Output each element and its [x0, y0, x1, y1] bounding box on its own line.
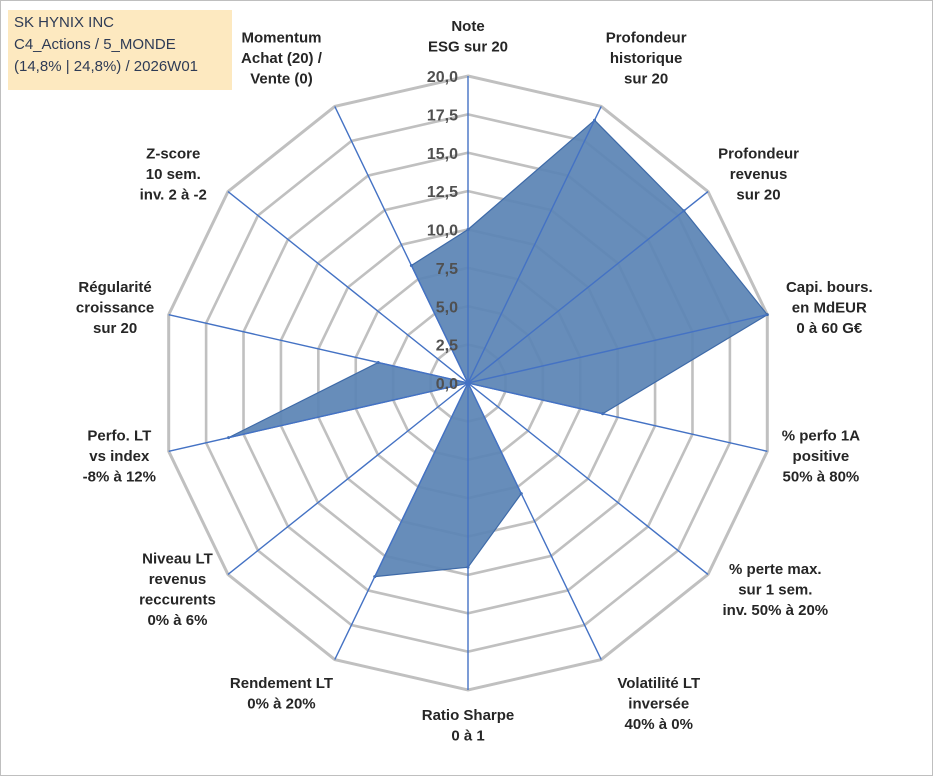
axis-label: Profondeur historique sur 20: [606, 29, 687, 87]
radar-series: [227, 118, 769, 579]
radar-axis-labels: Note ESG sur 20 Profondeur historique sur 20…: [76, 18, 873, 745]
tick-label: 7,5: [436, 261, 458, 278]
tick-label: 20,0: [427, 69, 458, 86]
stats-label: (14,8% | 24,8%) / 2026W01: [14, 58, 198, 75]
axis-spoke: [168, 314, 469, 384]
axis-spoke: [467, 382, 602, 660]
axis-label: Capi. bours. en MdEUR 0 à 60 G€: [786, 279, 873, 337]
tick-label: 5,0: [436, 299, 458, 316]
axis-label: Profondeur revenus sur 20: [718, 146, 799, 204]
axis-spoke: [168, 382, 469, 452]
axis-label: Niveau LT revenus reccurents 0% à 6%: [139, 551, 216, 630]
radar-tick-labels: 0,0 2,5 5,0 7,5 10,0 12,5 15,0 17,5 20,0: [427, 69, 458, 393]
axis-spoke: [467, 314, 768, 384]
tick-label: 0,0: [436, 376, 458, 393]
axis-spoke: [467, 191, 709, 384]
axis-label: Z-score 10 sem. inv. 2 à -2: [140, 146, 207, 204]
axis-spoke: [467, 382, 768, 452]
security-info-box: SK HYNIX INC C4_Actions / 5_MONDE (14,8%…: [8, 10, 232, 90]
axis-label: Volatilité LT inversée 40% à 0%: [617, 675, 700, 733]
axis-spoke: [227, 191, 469, 384]
axis-label: Perfo. LT vs index -8% à 12%: [83, 427, 156, 485]
axis-label: Rendement LT 0% à 20%: [230, 675, 333, 713]
tick-label: 15,0: [427, 146, 458, 163]
axis-spoke: [467, 106, 602, 384]
category-label: C4_Actions / 5_MONDE: [14, 36, 176, 53]
axis-spoke: [467, 382, 709, 575]
tick-label: 12,5: [427, 184, 458, 201]
tick-label: 2,5: [436, 338, 458, 355]
company-name: SK HYNIX INC: [14, 14, 115, 31]
axis-spoke: [227, 382, 469, 575]
axis-spoke: [334, 382, 469, 660]
radar-spokes: [168, 76, 768, 690]
axis-label: Régularité croissance sur 20: [76, 279, 154, 337]
axis-label: % perte max. sur 1 sem. inv. 50% à 20%: [723, 561, 829, 619]
series-area: [228, 119, 769, 578]
axis-label: % perfo 1A positive 50% à 80%: [782, 427, 861, 485]
axis-label: Momentum Achat (20) / Vente (0): [241, 29, 323, 87]
axis-spoke: [334, 106, 469, 384]
axis-label: Ratio Sharpe 0 à 1: [422, 707, 515, 745]
axis-label: Note ESG sur 20: [428, 18, 508, 56]
tick-label: 17,5: [427, 107, 458, 124]
tick-label: 10,0: [427, 223, 458, 240]
